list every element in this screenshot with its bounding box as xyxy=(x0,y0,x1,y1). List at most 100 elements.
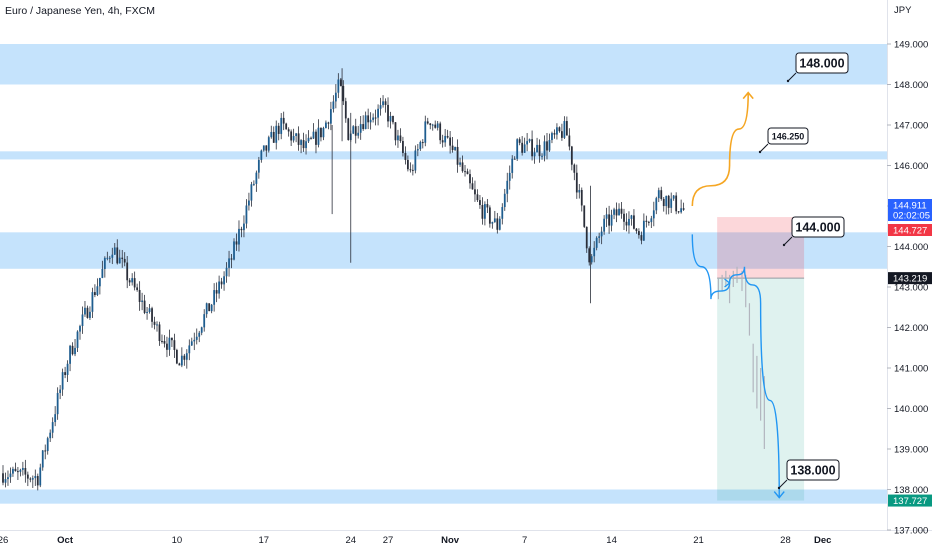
candle-body xyxy=(329,109,332,124)
current-price-badge-bg xyxy=(888,199,932,221)
candle-body xyxy=(483,204,486,219)
countdown-badge: 02:02:05 xyxy=(893,211,930,222)
candle-body xyxy=(441,140,444,143)
candle-body xyxy=(650,218,653,223)
price-callout[interactable]: 146.250 xyxy=(758,127,809,154)
candle-body xyxy=(402,141,404,154)
candle-body xyxy=(26,474,29,479)
price-annotations[interactable]: 148.000 146.250 144.000 138.000 xyxy=(758,52,849,490)
candle-body xyxy=(111,254,114,258)
candle-body xyxy=(543,141,546,156)
axes: Euro / Japanese Yen, 4h, FXCM JPY xyxy=(0,0,932,531)
candle-body xyxy=(598,236,601,238)
candle-body xyxy=(14,468,17,472)
candle-body xyxy=(546,141,548,151)
candle-body xyxy=(76,331,79,348)
candle-body xyxy=(79,326,81,332)
callout-anchor xyxy=(758,150,762,154)
candle-body xyxy=(280,117,283,134)
callout-box xyxy=(795,52,849,74)
candle-body xyxy=(290,131,293,141)
candle-body xyxy=(106,257,109,259)
candle-body xyxy=(2,473,4,483)
callout-pointer xyxy=(783,236,793,246)
x-tick-label: 7 xyxy=(522,535,527,546)
candle-body xyxy=(178,363,181,366)
candle-body xyxy=(260,150,263,160)
candle-body xyxy=(243,223,245,231)
candle-body xyxy=(69,345,71,364)
candle-body xyxy=(613,209,615,215)
candle-body xyxy=(317,127,320,145)
candle-body xyxy=(369,119,372,123)
candle-body xyxy=(528,139,531,142)
candle-body xyxy=(153,321,156,325)
candle-body xyxy=(138,289,141,302)
candle-body xyxy=(342,85,345,102)
candle-body xyxy=(171,337,173,341)
callout-pointer xyxy=(759,143,769,153)
candle-body xyxy=(506,180,509,194)
candle-body xyxy=(444,135,447,143)
y-tick-label: 137.000 xyxy=(894,526,928,537)
candle-body xyxy=(481,204,484,219)
candle-body xyxy=(86,307,89,318)
candle-body xyxy=(315,131,317,145)
candle-body xyxy=(387,104,389,122)
candle-body xyxy=(118,257,121,264)
candle-body xyxy=(357,132,360,136)
candle-body xyxy=(623,213,625,222)
short-position-tool[interactable] xyxy=(717,217,805,501)
price-callout[interactable]: 144.000 xyxy=(782,216,845,247)
candle-body xyxy=(81,314,84,327)
candle-body xyxy=(660,190,663,199)
candle-body xyxy=(419,142,422,150)
callout-label: 148.000 xyxy=(799,57,844,71)
candle-body xyxy=(538,144,541,157)
candle-body xyxy=(511,158,514,173)
candle-body xyxy=(628,218,630,226)
stop-loss-zone[interactable] xyxy=(717,217,805,279)
candle-body xyxy=(250,184,253,201)
candle-body xyxy=(339,79,342,86)
candle-body xyxy=(173,340,176,350)
candle-body xyxy=(4,479,7,483)
candle-body xyxy=(677,211,680,213)
candle-body xyxy=(590,256,593,263)
candle-body xyxy=(414,150,417,171)
candle-body xyxy=(603,218,606,232)
candle-body xyxy=(285,123,288,130)
candle-body xyxy=(570,146,573,165)
candle-body xyxy=(518,139,521,143)
candle-body xyxy=(362,124,365,130)
candle-body xyxy=(680,208,683,213)
price-axis-ticks: 137.000 138.000 139.000 140.000 141.000 142.0… xyxy=(887,40,928,537)
candle-body xyxy=(436,123,439,128)
support-resistance-zones xyxy=(0,44,887,504)
price-callout[interactable]: 138.000 xyxy=(777,459,840,490)
candle-body xyxy=(270,131,273,138)
candle-body xyxy=(277,125,280,134)
x-tick-label: 26 xyxy=(0,535,8,546)
candle-body xyxy=(377,108,379,118)
candle-body xyxy=(143,300,146,313)
callout-pointer xyxy=(778,479,788,489)
candle-body xyxy=(31,478,34,480)
y-tick-label: 149.000 xyxy=(894,40,928,51)
candle-body xyxy=(24,468,27,475)
candle-body xyxy=(508,172,511,181)
candle-body xyxy=(59,389,62,393)
candle-body xyxy=(255,172,258,184)
candle-body xyxy=(310,137,312,139)
candle-body xyxy=(565,121,568,136)
candle-body xyxy=(536,144,538,153)
candle-body xyxy=(352,126,355,134)
candle-body xyxy=(347,118,350,140)
candle-body xyxy=(551,133,553,141)
candle-body xyxy=(406,159,409,170)
price-callout[interactable]: 148.000 xyxy=(786,52,849,83)
candle-body xyxy=(297,133,300,145)
candle-body xyxy=(98,277,101,287)
callout-anchor xyxy=(782,243,786,247)
